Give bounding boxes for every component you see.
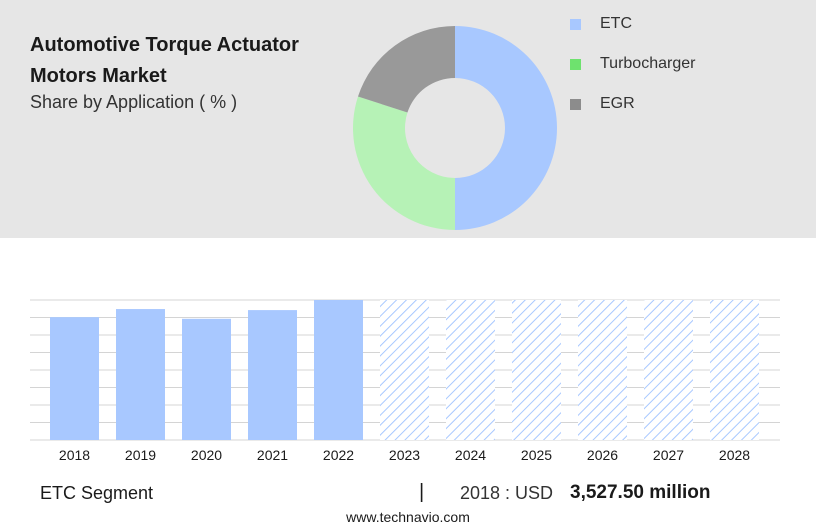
x-tick-label-2018: 2018 (59, 447, 90, 463)
bar-2026 (578, 300, 627, 440)
x-tick-label-2024: 2024 (455, 447, 486, 463)
footer-separator: | (419, 481, 425, 503)
legend-swatch-etc (570, 18, 581, 30)
x-tick-label-2020: 2020 (191, 447, 222, 463)
legend-label-egr: EGR (600, 95, 635, 112)
bar-chart: 2018 2019 2020 2021 2022 2023 2024 2025 2026 2027… (30, 299, 780, 463)
legend-item-egr: EGR (570, 94, 695, 114)
x-tick-label-2025: 2025 (521, 447, 552, 463)
x-tick-label-2026: 2026 (587, 447, 618, 463)
bar-2028 (710, 300, 759, 440)
x-tick-label-2028: 2028 (719, 447, 750, 463)
x-tick-label-2027: 2027 (653, 447, 684, 463)
donut-slice-etc (455, 26, 557, 230)
x-tick-label-2021: 2021 (257, 447, 288, 463)
bar-2021 (248, 310, 297, 440)
legend-label-turbocharger: Turbocharger (600, 55, 696, 72)
website-link[interactable]: www.technavio.com (346, 509, 470, 525)
bar-2019 (116, 309, 165, 440)
donut-slice-egr (357, 25, 455, 113)
legend: ETC Turbocharger EGR (570, 14, 695, 134)
bar-2025 (512, 300, 561, 440)
donut-slice-turbocharger (353, 96, 455, 230)
bar-2024 (446, 300, 495, 440)
bar-2023 (380, 300, 429, 440)
legend-label-etc: ETC (600, 15, 632, 32)
chart-title: Automotive Torque Actuator Motors Market (30, 30, 350, 92)
footer-year-label: 2018 : USD (460, 483, 554, 503)
segment-label: ETC Segment (40, 483, 154, 503)
x-tick-label-2023: 2023 (389, 447, 420, 463)
donut-chart (353, 25, 557, 230)
x-tick-label-2022: 2022 (323, 447, 354, 463)
legend-swatch-turbocharger (570, 58, 581, 70)
bar-2022 (314, 300, 363, 440)
legend-item-turbocharger: Turbocharger (570, 54, 695, 74)
legend-swatch-egr (570, 98, 581, 110)
x-tick-label-2019: 2019 (125, 447, 156, 463)
footer-value: 3,527.50 million (570, 482, 711, 503)
bar-2020 (182, 318, 231, 440)
bar-2018 (50, 317, 99, 440)
chart-subtitle: Share by Application ( % ) (30, 92, 238, 112)
chart-title-line-2: Motors Market (30, 65, 167, 87)
chart-title-line-1: Automotive Torque Actuator (30, 34, 299, 56)
legend-item-etc: ETC (570, 14, 695, 34)
bar-2027 (644, 300, 693, 440)
